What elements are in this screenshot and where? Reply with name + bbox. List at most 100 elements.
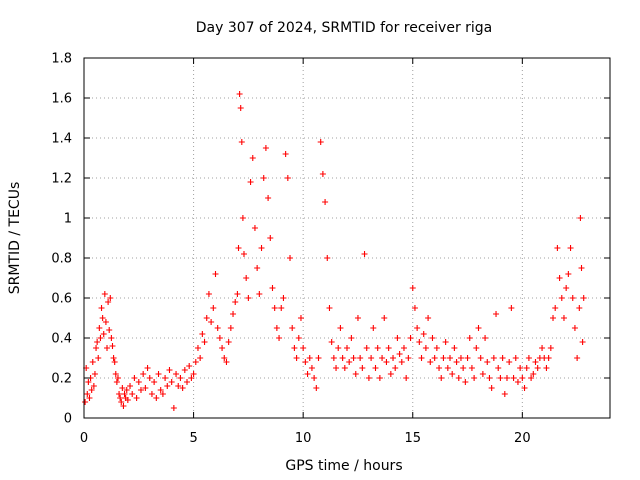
data-point <box>295 335 302 341</box>
data-points <box>82 91 587 411</box>
data-point <box>532 359 539 365</box>
data-point <box>317 139 324 145</box>
data-point <box>556 275 563 281</box>
data-point <box>170 405 177 411</box>
data-point <box>457 355 464 361</box>
data-point <box>508 305 515 311</box>
data-point <box>396 351 403 357</box>
data-point <box>166 367 173 373</box>
x-axis-title: GPS time / hours <box>285 458 402 474</box>
data-point <box>427 359 434 365</box>
data-point <box>471 375 478 381</box>
data-point <box>105 299 112 305</box>
y-tick-labels: 0 0.2 0.4 0.6 0.8 1 1.2 1.4 1.6 1.8 <box>51 52 72 427</box>
data-point <box>249 155 256 161</box>
data-point <box>184 379 191 385</box>
data-point <box>466 335 473 341</box>
data-point <box>576 305 583 311</box>
data-point <box>197 355 204 361</box>
data-point <box>278 305 285 311</box>
data-point <box>108 335 115 341</box>
y-tick-label: 0.8 <box>51 252 72 267</box>
data-point <box>420 331 427 337</box>
data-point <box>374 345 381 351</box>
data-point <box>271 305 278 311</box>
data-point <box>293 355 300 361</box>
data-point <box>117 395 124 401</box>
data-point <box>552 305 559 311</box>
data-point <box>368 355 375 361</box>
data-point <box>232 299 239 305</box>
data-point <box>379 355 386 361</box>
data-point <box>370 325 377 331</box>
data-point <box>205 291 212 297</box>
data-point <box>311 375 318 381</box>
data-point <box>111 359 118 365</box>
data-point <box>493 311 500 317</box>
data-point <box>550 315 557 321</box>
data-point <box>142 385 149 391</box>
data-point <box>574 355 581 361</box>
data-point <box>97 335 104 341</box>
data-point <box>431 355 438 361</box>
data-point <box>477 355 484 361</box>
data-point <box>140 371 147 377</box>
data-point <box>96 325 103 331</box>
data-point <box>475 325 482 331</box>
data-point <box>110 355 117 361</box>
data-point <box>240 251 247 257</box>
data-point <box>276 335 283 341</box>
data-point <box>234 291 241 297</box>
data-point <box>88 387 95 393</box>
data-point <box>148 391 155 397</box>
data-point <box>177 375 184 381</box>
data-point <box>256 291 263 297</box>
data-point <box>113 379 120 385</box>
data-point <box>238 139 245 145</box>
data-point <box>85 379 92 385</box>
y-tick-label: 0.4 <box>51 332 72 347</box>
data-point <box>289 325 296 331</box>
data-point <box>554 245 561 251</box>
data-point <box>394 335 401 341</box>
data-point <box>121 391 128 397</box>
data-point <box>422 345 429 351</box>
data-point <box>227 325 234 331</box>
data-point <box>484 359 491 365</box>
data-point <box>89 359 96 365</box>
data-point <box>251 225 258 231</box>
data-point <box>460 365 467 371</box>
y-tick-label: 0.2 <box>51 372 72 387</box>
data-point <box>490 355 497 361</box>
data-point <box>517 365 524 371</box>
data-point <box>514 379 521 385</box>
y-tick-label: 0.6 <box>51 292 72 307</box>
data-point <box>482 335 489 341</box>
data-point <box>99 315 106 321</box>
data-point <box>219 345 226 351</box>
data-point <box>449 371 456 377</box>
data-point <box>512 355 519 361</box>
data-point <box>101 291 108 297</box>
data-point <box>94 339 101 345</box>
chart-title: Day 307 of 2024, SRMTID for receiver rig… <box>196 20 493 36</box>
data-point <box>324 255 331 261</box>
data-point <box>201 339 208 345</box>
data-point <box>319 171 326 177</box>
data-point <box>416 339 423 345</box>
data-point <box>304 371 311 377</box>
data-point <box>146 375 153 381</box>
data-point <box>306 355 313 361</box>
data-point <box>433 345 440 351</box>
data-point <box>337 325 344 331</box>
data-point <box>578 265 585 271</box>
data-point <box>164 383 171 389</box>
data-point <box>291 345 298 351</box>
data-point <box>328 339 335 345</box>
data-point <box>98 305 105 311</box>
data-point <box>363 345 370 351</box>
data-point <box>194 345 201 351</box>
data-point <box>501 391 508 397</box>
data-point <box>392 365 399 371</box>
data-point <box>116 391 123 397</box>
